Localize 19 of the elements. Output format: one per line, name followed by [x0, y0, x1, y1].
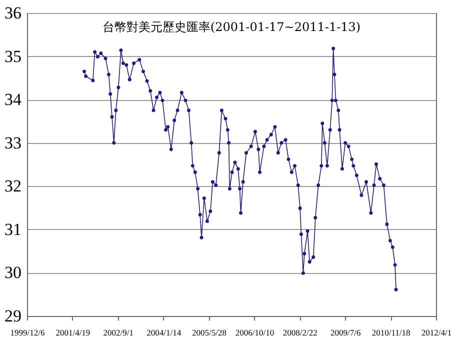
- y-tick-label: 35: [4, 46, 22, 66]
- y-tick-label: 34: [4, 90, 22, 110]
- text: 台幣對美元歷史匯率(2001-01-17~2011-1-13): [102, 20, 361, 34]
- x-tick-label: 2012/4/1: [421, 328, 452, 338]
- x-tick-label: 2002/9/1: [103, 328, 134, 338]
- x-tick-label: 2006/10/10: [235, 328, 274, 338]
- y-tick-label: 29: [4, 306, 22, 326]
- y-tick-label: 30: [4, 263, 22, 282]
- y-tick-label: 36: [4, 4, 22, 22]
- x-tick-label: 2008/2/22: [282, 328, 318, 338]
- x-tick-label: 2004/1/14: [146, 328, 182, 338]
- x-tick-label: 2009/7/6: [330, 328, 361, 338]
- x-tick-label: 2005/5/28: [192, 328, 227, 338]
- y-tick-label: 31: [4, 220, 22, 239]
- x-tick-label: 2010/11/18: [372, 328, 410, 338]
- x-tick-label: 1999/12/6: [10, 328, 45, 338]
- x-tick-label: 2001/4/19: [56, 328, 90, 338]
- y-tick-label: 32: [4, 176, 22, 196]
- y-tick-label: 33: [4, 133, 22, 152]
